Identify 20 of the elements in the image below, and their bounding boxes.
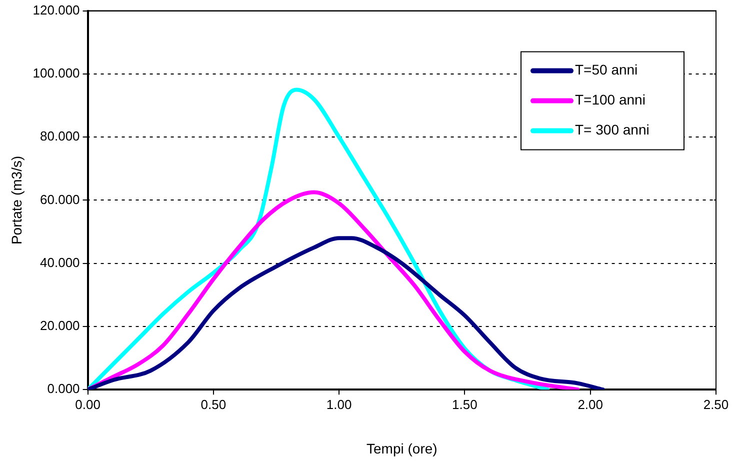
x-tick-label: 1.00 — [326, 396, 352, 412]
legend-label: T=50 anni — [575, 62, 638, 78]
y-tick-label: 40.000 — [40, 254, 80, 270]
x-axis-title: Tempi (ore) — [366, 440, 438, 456]
x-tick-label: 0.00 — [75, 396, 100, 412]
y-tick-label: 0.000 — [47, 381, 80, 396]
y-axis-title: Portate (m3/s) — [8, 156, 24, 245]
line-series — [88, 190, 580, 390]
x-tick-label: 1.50 — [452, 396, 478, 412]
y-tick-label: 120.000 — [32, 2, 80, 18]
y-tick-label: 80.000 — [40, 128, 80, 144]
y-tick-label: 20.000 — [40, 318, 80, 334]
line-series — [88, 236, 605, 390]
y-tick-label: 100.000 — [32, 66, 80, 81]
x-tick-label: 2.00 — [578, 396, 604, 412]
legend-label: T=100 anni — [575, 92, 646, 108]
x-tick-label: 2.50 — [703, 396, 729, 412]
y-tick-label: 60.000 — [40, 192, 80, 207]
x-tick-label: 0.50 — [200, 396, 226, 412]
legend-label: T= 300 anni — [575, 122, 650, 138]
